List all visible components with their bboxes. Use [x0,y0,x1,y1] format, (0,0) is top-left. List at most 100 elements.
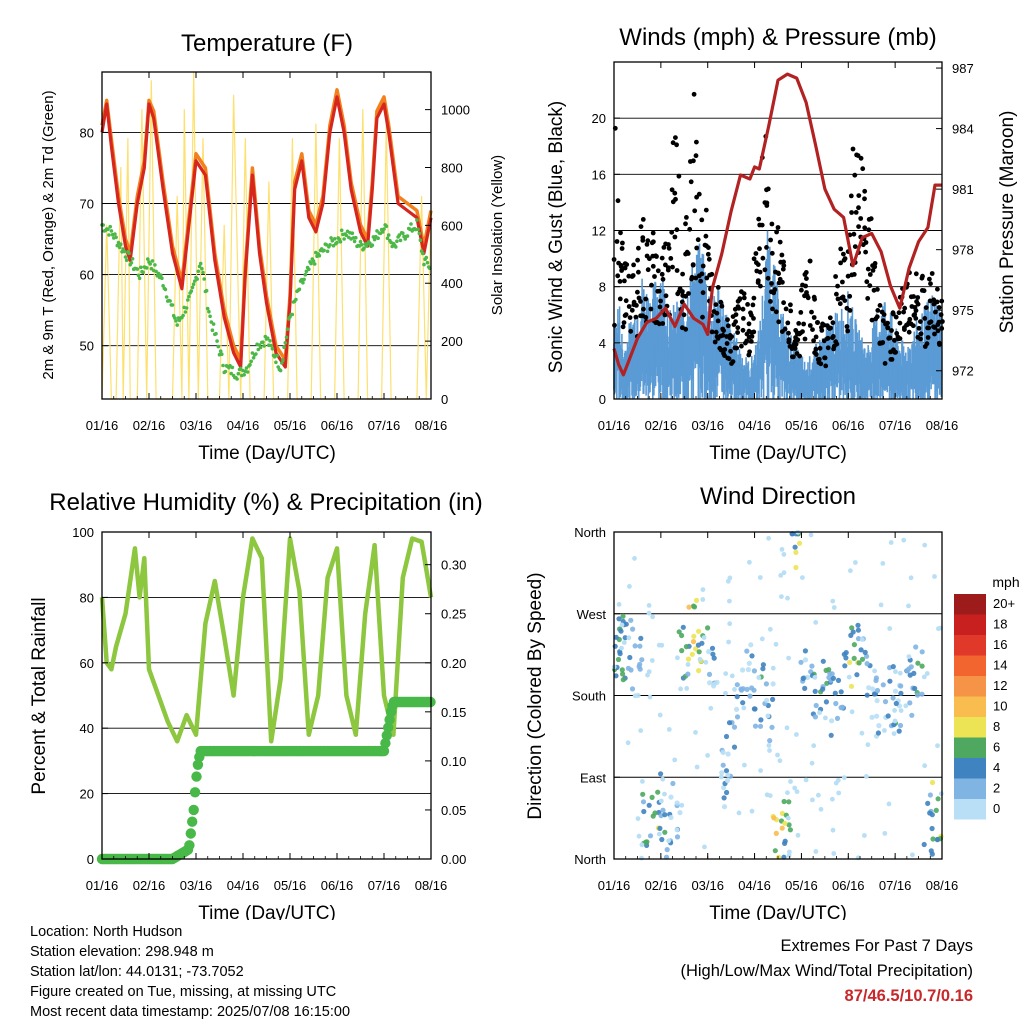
gust-point [849,210,854,215]
gust-point [912,312,918,317]
direction-point [787,827,794,833]
gust-point [617,296,623,302]
dewpoint-point [195,277,199,281]
gust-point [862,188,868,194]
direction-point [885,713,891,719]
direction-point [802,648,809,654]
gust-point [773,309,779,315]
direction-point [864,774,869,779]
extremes-heading: Extremes For Past 7 Days [780,937,973,955]
gust-point [751,256,757,262]
direction-point [758,768,763,773]
direction-point [835,777,841,783]
dewpoint-point [338,240,343,244]
gust-point [869,317,875,323]
dewpoint-point [160,276,164,281]
direction-point [766,535,771,541]
direction-point [723,733,730,740]
gust-point [890,311,896,317]
direction-point [924,671,930,676]
direction-point [808,532,814,538]
dewpoint-point [332,237,337,241]
direction-point [695,642,702,648]
direction-point [658,798,664,804]
pressure-ytick-label-right: 984 [952,122,974,137]
gust-point [704,275,710,281]
gust-point [897,336,903,341]
gust-point [810,327,815,332]
gust-point [764,245,769,250]
direction-point [792,785,798,791]
direction-point [668,814,674,821]
winds-data [611,72,945,399]
gust-point [626,304,632,309]
direction-point [906,654,912,659]
direction-point [710,651,716,657]
gust-point [793,341,799,347]
dewpoint-point [309,261,313,266]
dewpoint-point [198,261,203,266]
dewpoint-point [220,352,224,357]
direction-point [922,542,928,548]
gust-point [739,343,744,349]
gust-point [680,271,685,277]
gust-point [651,239,656,245]
dewpoint-point [113,232,117,236]
dir-xtick-label: 08/16 [926,878,959,893]
direction-point [855,636,862,642]
precip-point [191,771,202,782]
direction-point [620,677,626,683]
direction-point [908,664,914,670]
direction-point [630,626,636,632]
rh-ytick-label: 100 [72,525,94,540]
legend-swatch [954,655,986,676]
direction-point [800,675,806,682]
gust-point [864,279,870,285]
gust-point [659,255,665,261]
gust-point [670,264,675,270]
gust-point [638,224,644,230]
direction-point [738,687,745,693]
direction-point [749,653,755,659]
dewpoint-point [211,322,216,326]
dewpoint-point [144,266,149,270]
direction-point [649,794,655,801]
direction-point [678,686,683,692]
direction-point [875,730,882,736]
gust-point [802,336,808,342]
direction-point [724,777,731,784]
dewpoint-point [311,259,316,263]
direction-point [659,642,665,648]
direction-point [938,791,944,797]
gust-point [764,203,770,208]
direction-point [686,604,692,610]
dewpoint-point [424,255,429,260]
gust-point [666,242,671,247]
temp-xtick-label: 02/16 [133,418,166,433]
gust-point [807,323,813,328]
gust-point [638,299,643,304]
gust-point [847,308,853,313]
gust-point [815,320,820,325]
dewpoint-point [375,229,379,233]
dewpoint-point [397,233,402,237]
gust-point [897,320,903,326]
gust-point [923,305,929,310]
direction-point [915,660,921,666]
direction-point [826,667,832,673]
wind-xtick-label: 06/16 [832,418,865,433]
dewpoint-point [159,273,163,278]
direction-point [831,605,837,610]
gust-point [740,327,746,333]
gust-point [856,205,861,211]
gust-point [762,267,768,273]
dewpoint-point [163,287,168,292]
gust-point [797,353,802,359]
dewpoint-point [307,267,311,272]
gust-point [779,252,785,258]
dewpoint-point [196,269,201,274]
gust-point [842,298,848,303]
direction-point [812,688,818,695]
direction-point [882,831,888,836]
direction-point [701,635,707,640]
